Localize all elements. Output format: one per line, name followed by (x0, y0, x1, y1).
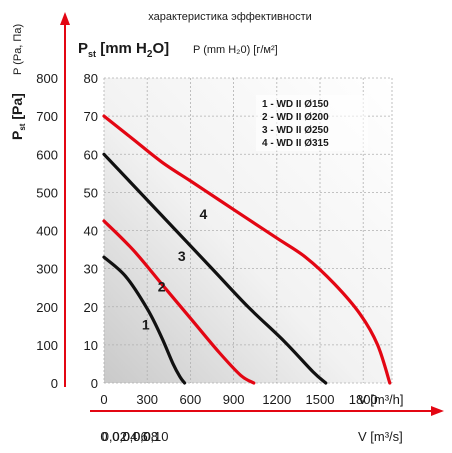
x-axis-m3h-label: V [m³/h] (358, 392, 404, 407)
curve-labels: 1 23 4 (142, 206, 208, 333)
y-tick-pa-label: 600 (36, 147, 58, 162)
x-tick-m3h-label: 1500 (306, 392, 335, 407)
series-curve-3 (102, 152, 328, 385)
legend-entry: 3 - WD II Ø250 (262, 125, 329, 136)
x-tick-m3s-label: 0,10 (143, 429, 168, 444)
y-axis-pst-pa-label: Pst [Pa] (9, 93, 27, 140)
legend-entry: 2 - WD II Ø200 (262, 112, 329, 123)
axes (60, 12, 444, 416)
curve-label-1: 1 (142, 317, 150, 333)
series-curve-4 (102, 114, 392, 385)
x-tick-m3s-label: 0 (100, 429, 107, 444)
x-tick-m3h-label: 300 (136, 392, 158, 407)
y-tick-pa-label: 200 (36, 300, 58, 315)
y-tick-pa-label: 100 (36, 338, 58, 353)
x-tick-m3h-label: 0 (100, 392, 107, 407)
y-axis-pst-mm-label: Pst [mm H2O] (78, 40, 169, 60)
y-tick-mm-label: 80 (84, 71, 98, 86)
curve-label-4: 4 (199, 206, 207, 222)
x-tick-m3h-label: 1800 (349, 392, 378, 407)
legend-box (256, 95, 368, 151)
x-axis-m3s-label: V [m³/s] (358, 429, 403, 444)
y-tick-pa-label: 0 (51, 376, 58, 391)
x-tick-m3s-label: 0,02 (102, 429, 127, 444)
y-tick-mm-label: 0 (91, 376, 98, 391)
y-axis-arrow-icon (60, 12, 70, 25)
curve-label-3: 3 (178, 248, 186, 264)
curves (102, 114, 392, 385)
curve-label-2: 2 (158, 279, 166, 295)
y-tick-pa-label: 400 (36, 224, 58, 239)
y-tick-pa-label: 300 (36, 262, 58, 277)
legend: 1 - WD II Ø150 2 - WD II Ø200 3 - WD II Ø2… (262, 99, 329, 149)
y-tick-pa-label: 700 (36, 109, 58, 124)
x-tick-m3h-label: 600 (180, 392, 202, 407)
y-axis-mm-label: P (mm H₂0) [г/м²] (193, 44, 278, 56)
tick-labels: 8007006005004003002001000807060504030201… (36, 71, 377, 444)
x-axis-arrow-icon (431, 406, 444, 416)
x-tick-m3h-label: 900 (223, 392, 245, 407)
series-curve-1 (102, 255, 187, 385)
y-tick-mm-label: 30 (84, 262, 98, 277)
y-axis-pa-label: P (Pa, Па) (12, 24, 24, 75)
y-tick-pa-label: 500 (36, 185, 58, 200)
y-tick-mm-label: 60 (84, 147, 98, 162)
y-tick-mm-label: 40 (84, 224, 98, 239)
chart-title: характеристика эффективности (148, 11, 312, 23)
y-tick-mm-label: 10 (84, 338, 98, 353)
x-tick-m3s-label: 0,08 (133, 429, 158, 444)
series-curve-2 (102, 219, 256, 385)
x-tick-m3s-label: 0,04 (112, 429, 137, 444)
y-tick-pa-label: 800 (36, 71, 58, 86)
x-tick-m3s-label: 0,06 (122, 429, 147, 444)
legend-entry: 4 - WD II Ø315 (262, 138, 329, 149)
x-tick-m3h-label: 1200 (262, 392, 291, 407)
y-tick-mm-label: 20 (84, 300, 98, 315)
y-tick-mm-label: 70 (84, 109, 98, 124)
y-tick-mm-label: 50 (84, 185, 98, 200)
legend-entry: 1 - WD II Ø150 (262, 99, 329, 110)
